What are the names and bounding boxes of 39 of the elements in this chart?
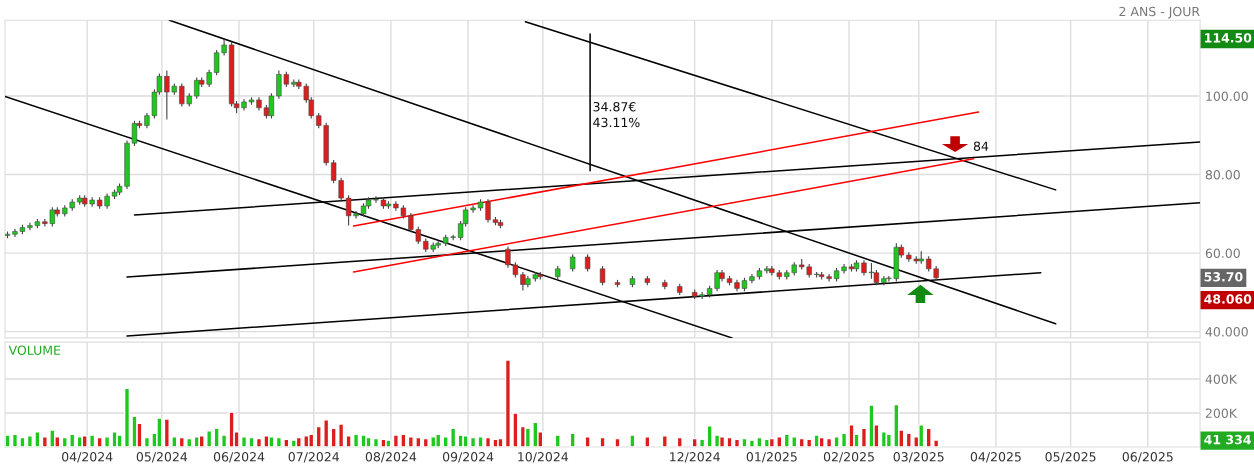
annotation: 34.87€ (593, 101, 636, 112)
bar (629, 434, 636, 447)
x-tick-label: 03/2025 (893, 452, 944, 463)
x-tick-label: 04/2024 (62, 452, 113, 463)
y-tick-label: 80.00 (1205, 170, 1240, 180)
bar (614, 437, 621, 447)
x-tick-label: 12/2024 (670, 452, 720, 463)
bar (644, 436, 651, 447)
x-tick-label: 02/2025 (823, 452, 874, 463)
candlestick (599, 265, 606, 286)
annotation: 43.11% (593, 117, 640, 128)
x-tick-label: 06/2024 (213, 452, 265, 463)
bar (599, 436, 606, 447)
bar (554, 434, 561, 447)
text: 48.060 (1204, 294, 1252, 304)
bar (661, 435, 668, 447)
x-tick-label: 05/2024 (136, 452, 188, 463)
text: 53.70 (1204, 272, 1243, 282)
x-tick-label: 10/2024 (518, 452, 569, 463)
x-tick-label: 09/2024 (442, 452, 494, 463)
y-tick-label: 60.00 (1205, 248, 1240, 259)
y-tick-label: 200K (1205, 408, 1238, 418)
x-tick-label: 04/2025 (970, 452, 1021, 463)
y-tick-label: 40.000 (1205, 327, 1248, 337)
chart-title: 2 ANS - JOUR (1119, 6, 1200, 19)
x-tick-label: 05/2025 (1045, 452, 1096, 463)
y-tick-label: 400K (1205, 374, 1238, 384)
bar (676, 436, 683, 447)
text: 114.50 (1205, 33, 1252, 43)
text: 41 334 (1204, 434, 1251, 445)
bar (569, 432, 576, 447)
annotation: 84 (973, 141, 989, 151)
x-tick-label: 01/2025 (746, 452, 797, 463)
x-tick-label: 08/2024 (365, 452, 417, 463)
x-tick-label: 07/2024 (288, 452, 339, 463)
chart-title: VOLUME (8, 345, 61, 355)
x-tick-label: 06/2025 (1122, 452, 1173, 463)
y-tick-label: 100.00 (1206, 91, 1248, 101)
bar (584, 436, 591, 447)
